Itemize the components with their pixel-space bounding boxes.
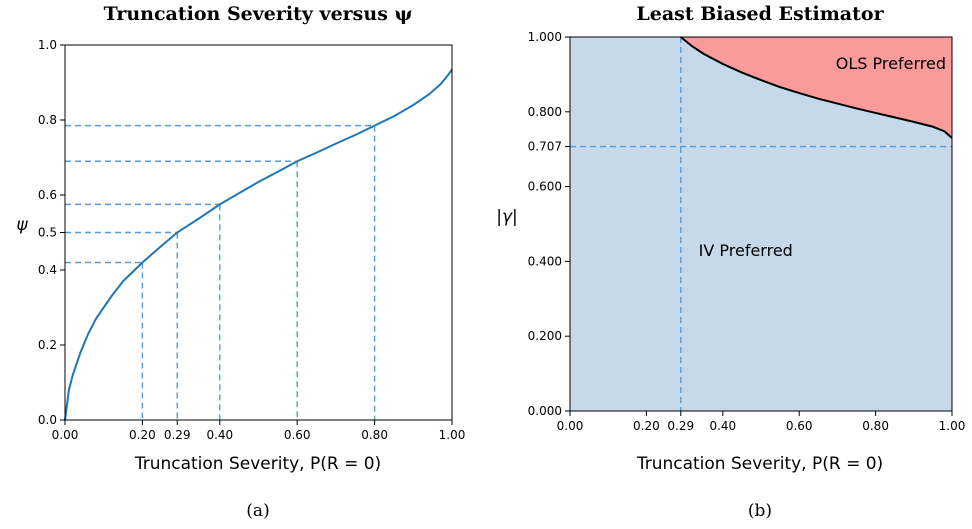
chart-a-caption: (a) (246, 501, 269, 521)
chart-a-x-tick-label: 0.00 (52, 428, 79, 442)
chart-b-x-tick-label: 0.29 (667, 419, 694, 433)
chart-a-y-tick-label: 0.2 (38, 338, 57, 352)
chart-b-y-tick-label: 0.200 (528, 329, 562, 343)
chart-b-y-tick-label: 1.000 (528, 30, 562, 44)
chart-a-y-tick-label: 0.5 (38, 226, 57, 240)
chart-b-y-tick-label: 0.400 (528, 254, 562, 268)
chart-a-x-tick-label: 0.80 (361, 428, 388, 442)
chart-b-y-ticks: 0.000 0.200 0.400 0.600 0.707 0.800 1.000 (528, 30, 570, 418)
chart-b-ols-preferred-label: OLS Preferred (836, 54, 946, 73)
chart-a-x-tick-label: 0.40 (206, 428, 233, 442)
chart-b-x-ticks: 0.00 0.20 0.29 0.40 0.60 0.80 1.00 (557, 411, 966, 433)
chart-b-x-tick-label: 0.80 (862, 419, 889, 433)
chart-a-x-tick-label: 0.20 (129, 428, 156, 442)
chart-a-y-tick-label: 0.8 (38, 113, 57, 127)
chart-b-x-tick-label: 0.40 (709, 419, 736, 433)
chart-b-y-axis-label: |γ| (496, 207, 518, 227)
chart-b-x-tick-label: 0.60 (786, 419, 813, 433)
chart-b-y-tick-label: 0.707 (528, 140, 562, 154)
chart-b-caption: (b) (748, 501, 772, 521)
chart-a-x-axis-label: Truncation Severity, P(R = 0) (134, 454, 381, 474)
chart-a-x-tick-label: 0.29 (164, 428, 191, 442)
chart-b-iv-preferred-label: IV Preferred (699, 241, 793, 260)
chart-a-y-ticks: 0.0 0.2 0.4 0.5 0.6 0.8 1.0 (38, 38, 65, 427)
chart-b-y-tick-label: 0.800 (528, 105, 562, 119)
chart-a-reference-lines (65, 124, 376, 420)
chart-a-y-tick-label: 1.0 (38, 38, 57, 52)
chart-b-boundary-line (680, 36, 953, 139)
chart-a-y-tick-label: 0.0 (38, 413, 57, 427)
chart-b-x-tick-label: 1.00 (939, 419, 966, 433)
chart-b: Least Biased Estimator 0.00 0.20 0.29 0.40 0… (496, 3, 965, 521)
chart-b-x-tick-label: 0.20 (633, 419, 660, 433)
chart-a-plot-frame (64, 44, 453, 421)
chart-a-title: Truncation Severity versus ψ (104, 3, 413, 25)
chart-b-y-tick-label: 0.600 (528, 180, 562, 194)
chart-b-title: Least Biased Estimator (636, 3, 884, 25)
chart-b-region-ols-preferred (680, 37, 952, 138)
chart-a-y-tick-label: 0.4 (38, 263, 57, 277)
chart-a-y-axis-label: ψ (16, 215, 28, 235)
chart-b-plot-frame (569, 36, 953, 412)
chart-b-reference-lines (570, 37, 952, 411)
chart-b-x-tick-label: 0.00 (557, 419, 584, 433)
chart-a-x-ticks: 0.00 0.20 0.29 0.40 0.60 0.80 1.00 (52, 420, 466, 442)
chart-a-x-tick-label: 0.60 (284, 428, 311, 442)
chart-a-series-line (64, 68, 453, 421)
chart-a: Truncation Severity versus ψ 0.00 0.20 0.2… (16, 3, 465, 521)
chart-b-y-tick-label: 0.000 (528, 404, 562, 418)
chart-a-y-tick-label: 0.6 (38, 188, 57, 202)
chart-b-x-axis-label: Truncation Severity, P(R = 0) (636, 454, 883, 474)
chart-a-x-tick-label: 1.00 (439, 428, 466, 442)
